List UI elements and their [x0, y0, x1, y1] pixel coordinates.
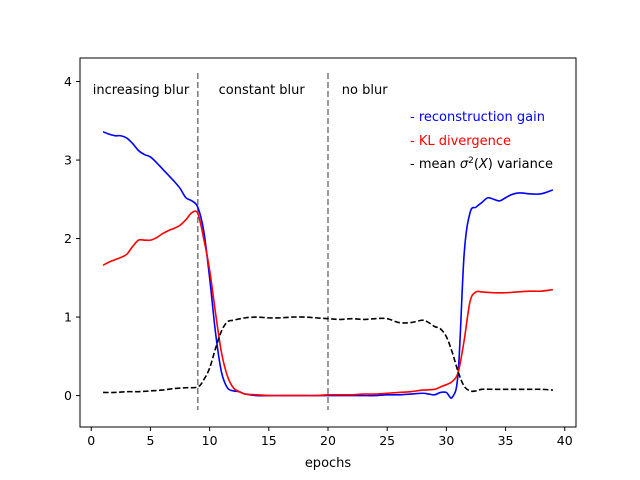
phase-label-1: constant blur	[219, 83, 306, 98]
x-tick-label-20: 20	[320, 433, 336, 448]
x-tick-label-30: 30	[438, 433, 454, 448]
phase-annotations: increasing blur constant blur no blur	[93, 83, 389, 98]
phase-label-0: increasing blur	[93, 83, 190, 98]
y-tick-label-4: 4	[64, 74, 72, 89]
y-tick-label-1: 1	[64, 310, 72, 325]
phase-dividers	[196, 73, 329, 410]
y-tick-label-0: 0	[64, 388, 72, 403]
x-tick-label-0: 0	[87, 433, 95, 448]
legend-entry-mean-variance: - mean σ2(X) variance	[410, 156, 553, 172]
legend: - reconstruction gain - KL divergence - …	[410, 110, 553, 172]
x-tick-label-15: 15	[261, 433, 277, 448]
y-axis-ticks: 0 1 2 3 4	[64, 74, 80, 403]
x-tick-label-5: 5	[146, 433, 154, 448]
y-tick-label-3: 3	[64, 153, 72, 168]
series-line-mean-x-variance	[103, 316, 553, 394]
x-tick-label-40: 40	[557, 433, 573, 448]
legend-entry-kl-divergence: - KL divergence	[410, 134, 511, 149]
x-tick-label-35: 35	[498, 433, 514, 448]
y-tick-label-2: 2	[64, 231, 72, 246]
legend-entry-reconstruction-gain: - reconstruction gain	[410, 110, 545, 125]
x-tick-label-10: 10	[202, 433, 218, 448]
x-axis-ticks: 0 5 10 15 20 25 30 35 40	[87, 427, 573, 448]
series-lines	[102, 131, 554, 399]
x-tick-label-25: 25	[379, 433, 395, 448]
phase-label-2: no blur	[342, 83, 388, 98]
x-axis-label: epochs	[305, 456, 352, 471]
series-line-kl-divergence	[102, 210, 554, 397]
